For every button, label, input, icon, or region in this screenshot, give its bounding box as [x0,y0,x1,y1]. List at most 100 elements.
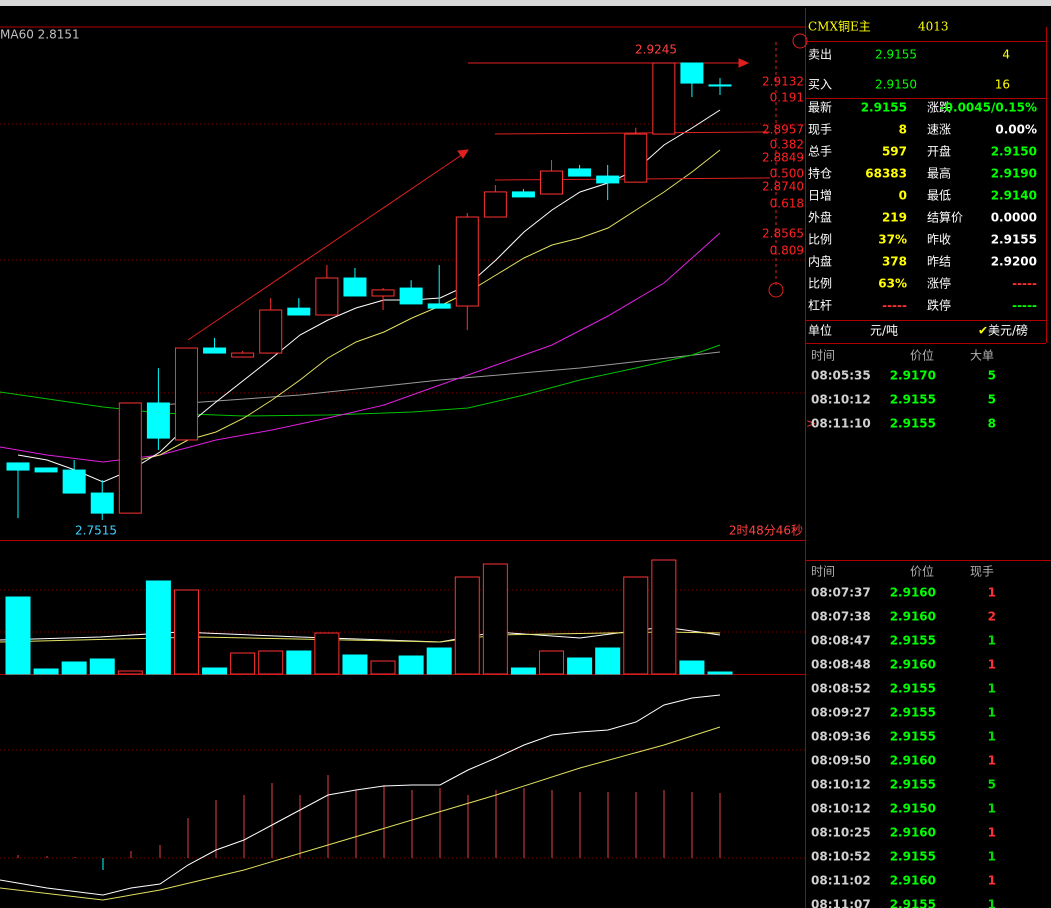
row-price: 2.9155 [890,417,936,431]
candle-body [174,347,198,441]
stat-label: 速涨 [927,122,951,137]
row-volume: 1 [988,586,996,600]
candle-body [118,402,142,514]
volume-bar [679,660,705,675]
stat-label: 持仓 [808,166,832,181]
candle-body [34,467,58,473]
volume-bar [202,667,228,675]
row-volume: 5 [988,778,996,792]
indicator-label: MA60 2.8151 [0,28,80,42]
row-time: 08:05:35 [811,369,871,383]
volume-bar [342,654,368,675]
stat-value: 2.9150 [991,145,1037,159]
high-label: 2.9245 [635,43,677,57]
candle-body [399,287,423,305]
fib-ratio: 0.809 [770,244,804,258]
row-price: 2.9160 [890,874,936,888]
candle-body [146,402,170,439]
buy-price: 2.9150 [875,78,917,92]
volume-bar [623,576,649,675]
row-volume: 2 [988,610,996,624]
fib-ratio: 0.500 [770,167,804,181]
stat-value: 0.0000 [991,211,1037,225]
table-header: 价位 [910,348,934,363]
volume-bar [398,655,424,675]
volume-bar [89,658,115,675]
table-header: 大单 [970,349,994,363]
row-time: 08:07:37 [811,586,871,600]
volume-bar [117,670,143,675]
candle-body [680,62,704,84]
candle-body [596,175,620,184]
candle-body [708,84,732,87]
volume-bar [482,563,508,675]
row-time: 08:10:12 [811,778,871,792]
stat-label: 内盘 [808,254,832,269]
row-price: 2.9160 [890,754,936,768]
stat-label: 最新 [808,100,832,115]
stat-label: 外盘 [808,210,832,225]
stat-value: 37% [878,233,907,247]
candle-body [203,347,227,354]
countdown: 2时48分46秒 [729,524,803,538]
volume-bar [173,589,199,675]
volume-bar [567,657,593,675]
fib-price: 2.8957 [762,123,804,137]
row-volume: 1 [988,802,996,816]
row-volume: 1 [988,850,996,864]
table-header: 时间 [811,349,835,363]
table-header: 价位 [910,564,934,579]
unit-label: 单位 [808,323,832,338]
row-volume: 5 [988,369,996,383]
volume-bar [510,667,536,675]
candle-body [62,469,86,494]
low-label: 2.7515 [75,524,117,538]
row-price: 2.9155 [890,682,936,696]
candle-body [455,216,479,307]
moving-averages [0,109,721,483]
instrument-name: CMX铜E主 [808,19,871,34]
row-time: 08:09:50 [811,754,871,768]
row-volume: 1 [988,730,996,744]
fib-ratio: 0.382 [770,138,804,152]
candle-body [287,307,311,316]
volume-bar [426,647,452,675]
stat-label: 涨停 [927,276,951,291]
stat-value: -0.0045/0.15% [940,101,1037,115]
candle-body [624,133,648,183]
row-price: 2.9160 [890,826,936,840]
row-time: 08:08:48 [811,658,871,672]
instrument-code: 4013 [918,20,949,34]
volume-bar [258,650,284,675]
stat-value: 0.00% [995,123,1037,137]
stat-value: 597 [882,145,907,159]
row-price: 2.9155 [890,706,936,720]
row-time: 08:08:52 [811,682,871,696]
row-time: 08:09:36 [811,730,871,744]
stat-label: 总手 [808,145,832,159]
row-marker: > [806,417,816,431]
candle-body [652,62,676,135]
volume-bar [314,632,340,675]
stat-value: 219 [882,211,907,225]
stat-label: 最低 [927,189,951,203]
content: MA60 2.8151 2.9245 2.7515 2时48分46秒 2.9132 0.1… [0,19,1037,908]
stat-value: 2.9155 [861,101,907,115]
stat-label: 结算价 [927,210,963,225]
row-time: 08:07:38 [811,610,871,624]
candle-body [371,289,395,297]
candle-body [6,462,30,471]
stat-value: 68383 [865,167,907,181]
buy-qty: 16 [995,78,1010,92]
candle-body [511,191,535,198]
fib-ratio: 0.191 [770,91,804,105]
row-price: 2.9160 [890,586,936,600]
row-volume: 1 [988,706,996,720]
candle-body [90,492,114,514]
row-time: 08:11:10 [811,417,871,431]
candle-body [231,352,255,358]
stat-label: 最高 [927,166,951,181]
volume-bar [539,650,565,675]
row-time: 08:11:07 [811,898,871,908]
